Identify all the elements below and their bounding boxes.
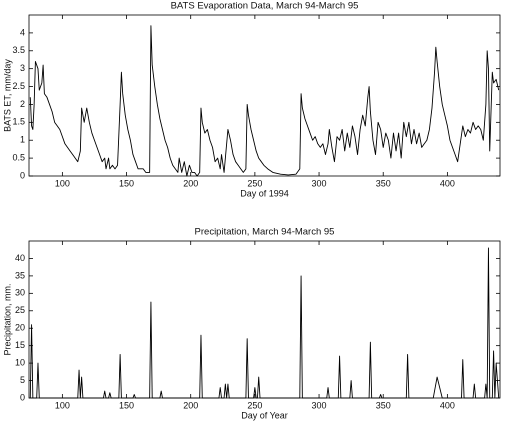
x-tick-label: 400	[440, 178, 455, 188]
data-line	[29, 25, 500, 177]
x-tick-label: 250	[247, 178, 262, 188]
x-tick-label: 150	[119, 400, 134, 410]
y-tick-label: 1.5	[12, 117, 25, 127]
plot: BATS Evaporation Data, March 94-March 95…	[2, 1, 501, 198]
plot-frame	[28, 14, 501, 177]
x-axis-label: Day of 1994	[240, 188, 289, 198]
x-tick-label: 350	[376, 400, 391, 410]
x-tick-label: 400	[440, 400, 455, 410]
x-tick-label: 350	[376, 178, 391, 188]
y-tick-label: 15	[15, 340, 25, 350]
y-tick-label: 0	[20, 170, 25, 180]
y-tick-label: 25	[15, 305, 25, 315]
y-tick-label: 3.5	[12, 45, 25, 55]
y-tick-label: 0	[20, 392, 25, 402]
x-tick-label: 250	[247, 400, 262, 410]
y-tick-label: 35	[15, 270, 25, 280]
y-tick-label: 1	[20, 135, 25, 145]
y-tick-label: 20	[15, 323, 25, 333]
y-tick-label: 30	[15, 288, 25, 298]
y-axis-label: Precipitation, mm.	[2, 283, 12, 355]
x-tick-label: 300	[312, 400, 327, 410]
x-tick-label: 300	[312, 178, 327, 188]
chart-title: BATS Evaporation Data, March 94-March 95	[171, 1, 359, 12]
x-tick-label: 200	[183, 178, 198, 188]
chart-title: Precipitation, March 94-March 95	[195, 227, 335, 238]
plot-frame	[28, 240, 501, 399]
y-tick-label: 3	[20, 63, 25, 73]
y-tick-label: 2.5	[12, 81, 25, 91]
x-tick-label: 100	[55, 178, 70, 188]
y-tick-label: 4	[20, 27, 25, 37]
x-axis-label: Day of Year	[241, 410, 288, 420]
x-tick-label: 150	[119, 178, 134, 188]
y-tick-label: 2	[20, 99, 25, 109]
x-tick-label: 200	[183, 400, 198, 410]
y-tick-label: 5	[20, 375, 25, 385]
y-tick-label: 40	[15, 253, 25, 263]
y-tick-label: 0.5	[12, 152, 25, 162]
data-line	[29, 247, 500, 399]
plot: Precipitation, March 94-March 95 0 5 10 15 20…	[2, 227, 501, 420]
y-tick-label: 10	[15, 357, 25, 367]
x-tick-label: 100	[55, 400, 70, 410]
y-axis-label: BATS ET, mm/day	[2, 59, 12, 132]
